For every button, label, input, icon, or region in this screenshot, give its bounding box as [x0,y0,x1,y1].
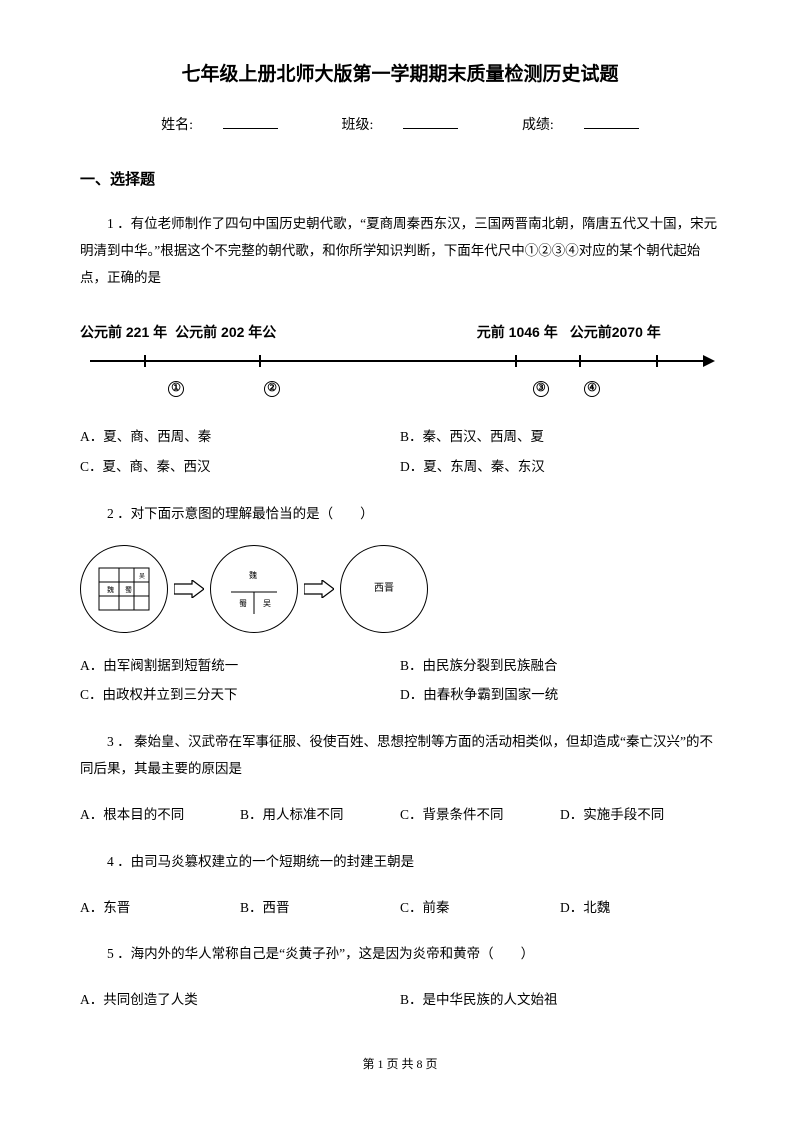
option-c: C．由政权并立到三分天下 [80,680,400,710]
option-a: A．共同创造了人类 [80,985,400,1015]
page-footer: 第 1 页 共 8 页 [80,1055,720,1074]
svg-text:吴: 吴 [139,573,145,580]
question-2-options: A．由军阀割据到短暂统一 B．由民族分裂到民族融合 C．由政权并立到三分天下 D… [80,651,720,710]
diagram-circle-2: 魏 蜀 吴 [210,545,298,633]
question-2-diagram: 魏 蜀 吴 魏 蜀 吴 西晋 [80,545,720,633]
diagram-circle-1: 魏 蜀 吴 [80,545,168,633]
option-b: B．是中华民族的人文始祖 [400,985,720,1015]
option-a: A．由军阀割据到短暂统一 [80,651,400,681]
question-1-options: A．夏、商、西周、秦 B．秦、西汉、西周、夏 C．夏、商、秦、西汉 D．夏、东周… [80,422,720,481]
question-1-text: 1 ．有位老师制作了四句中国历史朝代歌，“夏商周秦西东汉，三国两晋南北朝，隋唐五… [80,210,720,291]
class-label: 班级: [342,118,374,133]
question-3-text: 3 ． 秦始皇、汉武帝在军事征服、役使百姓、思想控制等方面的活动相类似，但却造成… [80,728,720,782]
name-blank [223,115,278,129]
question-4-options: A．东晋 B．西晋 C．前秦 D．北魏 [80,893,720,923]
arrow-icon [304,580,334,598]
option-d: D．夏、东周、秦、东汉 [400,452,720,482]
question-3-options: A．根本目的不同 B．用人标准不同 C．背景条件不同 D．实施手段不同 [80,800,720,830]
timeline-tick [515,355,517,367]
timeline-tick [144,355,146,367]
timeline-mark-2: ② [264,377,280,398]
timeline-label-2070: 公元前2070 年 [570,321,661,343]
option-c: C．夏、商、秦、西汉 [80,452,400,482]
option-a: A．东晋 [80,893,240,923]
score-blank [584,115,639,129]
timeline-arrow-icon [703,355,715,367]
question-5-options: A．共同创造了人类 B．是中华民族的人文始祖 [80,985,720,1015]
class-blank [403,115,458,129]
option-b: B．西晋 [240,893,400,923]
option-a: A．夏、商、西周、秦 [80,422,400,452]
timeline-tick [579,355,581,367]
svg-text:蜀: 蜀 [125,586,132,594]
arrow-icon [174,580,204,598]
question-5-text: 5 ．海内外的华人常称自己是“炎黄子孙”，这是因为炎帝和黄帝（ ） [80,940,720,967]
option-c: C．前秦 [400,893,560,923]
question-4-text: 4 ．由司马炎篡权建立的一个短期统一的封建王朝是 [80,848,720,875]
question-2-text: 2 ．对下面示意图的理解最恰当的是（ ） [80,500,720,527]
timeline-mark-4: ④ [584,377,600,398]
timeline-axis [90,360,705,362]
timeline-label-221: 公元前 221 年 [80,321,167,343]
timeline-label-202: 公元前 202 年公 [175,321,276,343]
svg-text:蜀: 蜀 [239,599,247,608]
option-d: D．实施手段不同 [560,800,720,830]
option-d: D．由春秋争霸到国家一统 [400,680,720,710]
svg-text:吴: 吴 [263,599,271,608]
svg-text:魏: 魏 [249,570,257,580]
timeline-mark-1: ① [168,377,184,398]
name-label: 姓名: [161,118,193,133]
page-title: 七年级上册北师大版第一学期期末质量检测历史试题 [80,60,720,90]
timeline-mark-3: ③ [533,377,549,398]
option-c: C．背景条件不同 [400,800,560,830]
diagram-circle-3: 西晋 [340,545,428,633]
timeline-diagram: 公元前 221 年 公元前 202 年公 元前 1046 年 公元前2070 年… [80,321,720,397]
option-b: B．秦、西汉、西周、夏 [400,422,720,452]
student-info-row: 姓名: 班级: 成绩: [80,115,720,137]
option-d: D．北魏 [560,893,720,923]
section-title: 一、选择题 [80,168,720,192]
svg-text:魏: 魏 [107,585,114,594]
timeline-label-1046: 元前 1046 年 [477,321,558,343]
diagram-circle-3-label: 西晋 [374,581,394,597]
option-b: B．用人标准不同 [240,800,400,830]
timeline-tick [259,355,261,367]
timeline-tick [656,355,658,367]
option-b: B．由民族分裂到民族融合 [400,651,720,681]
option-a: A．根本目的不同 [80,800,240,830]
score-label: 成绩: [522,118,554,133]
